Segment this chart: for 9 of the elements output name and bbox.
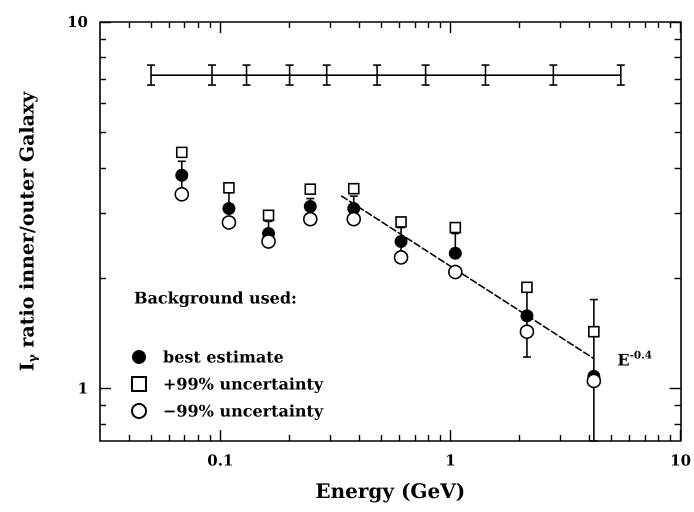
x-axis-title: Energy (GeV) bbox=[315, 479, 466, 503]
legend-label: −99% uncertainty bbox=[163, 402, 324, 420]
x-tick-label: 10 bbox=[670, 452, 691, 470]
x-tick-label: 1 bbox=[445, 452, 456, 470]
legend-title: Background used: bbox=[134, 288, 297, 308]
y-axis-title: Iγ ratio inner/outer Galaxy bbox=[16, 90, 40, 372]
legend-label: +99% uncertainty bbox=[163, 374, 324, 394]
legend-label: best estimate bbox=[163, 348, 284, 366]
x-tick-label: 0.1 bbox=[207, 452, 234, 470]
